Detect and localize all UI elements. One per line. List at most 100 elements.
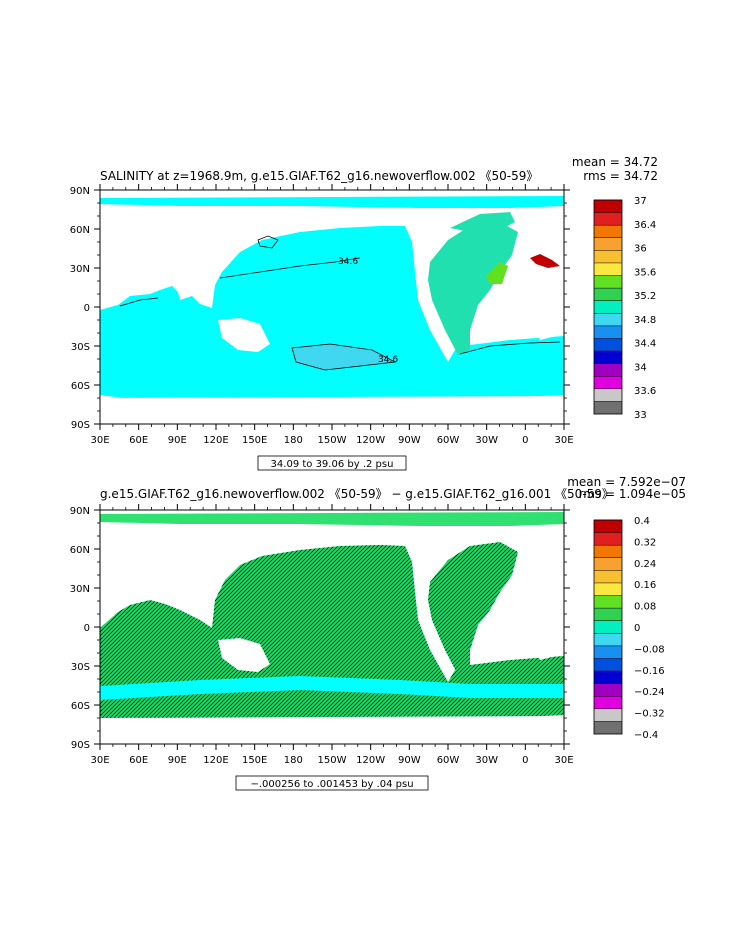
colorbar-swatch (594, 532, 622, 546)
panel2-x-axis: 30E 60E 90E 120E 150E 180 150W 120W 90W 60W 30W 0 30… (90, 504, 574, 766)
y-tick-label: 60S (71, 381, 90, 392)
x-tick-label: 180 (284, 755, 303, 766)
panel1-y-axis: 90N 60N 30N 0 30S 60S 90S (70, 186, 570, 431)
colorbar-swatch (594, 212, 622, 226)
panel1-land-africa (530, 296, 560, 340)
colorbar-label: 34.4 (634, 339, 656, 350)
panel1-title: SALINITY at z=1968.9m, g.e15.GIAF.T62_g1… (100, 169, 538, 183)
y-tick-label: 90S (71, 420, 90, 431)
panel1-contour-south (291, 343, 397, 371)
colorbar-swatch (594, 275, 622, 289)
colorbar-swatch (594, 225, 622, 239)
colorbar-swatch (594, 671, 622, 684)
panel-salinity: SALINITY at z=1968.9m, g.e15.GIAF.T62_g1… (70, 155, 658, 471)
colorbar-swatch (594, 595, 622, 609)
panel1-land-australia (218, 318, 270, 352)
colorbar-label: −0.32 (634, 709, 665, 720)
panel1-info-text: 34.09 to 39.06 by .2 psu (271, 459, 394, 470)
panel2-y-axis: 90N 60N 30N 0 30S 60S 90S (70, 506, 570, 751)
panel1-contour-label-1: 34.6 (338, 257, 358, 267)
panel1-contour-label-2: 34.6 (378, 355, 398, 365)
y-tick-label: 30S (71, 342, 90, 353)
colorbar-label: 37 (634, 196, 647, 207)
panel1-atlantic-north (450, 212, 515, 232)
panel2-land-australia (218, 638, 270, 672)
x-tick-label: 30W (475, 435, 498, 446)
colorbar-label: −0.08 (634, 644, 665, 655)
x-tick-label: 120E (203, 755, 228, 766)
colorbar-swatch (594, 696, 622, 710)
panel1-rms: rms = 34.72 (583, 169, 658, 183)
x-tick-label: 90E (168, 435, 187, 446)
colorbar-swatch (594, 288, 622, 302)
x-tick-label: 30E (554, 435, 573, 446)
colorbar-swatch (594, 300, 622, 314)
colorbar-label: 0.16 (634, 580, 656, 591)
x-tick-label: 0 (522, 435, 528, 446)
colorbar-label: 0.24 (634, 559, 656, 570)
colorbar-swatch (594, 237, 622, 251)
x-tick-label: 90E (168, 755, 187, 766)
colorbar-label: 34 (634, 362, 647, 373)
x-tick-label: 30E (90, 755, 109, 766)
panel1-ocean-arctic (100, 196, 564, 208)
x-tick-label: 30W (475, 755, 498, 766)
colorbar-swatch (594, 401, 622, 415)
panel1-mean: mean = 34.72 (572, 155, 658, 169)
colorbar-label: 0.32 (634, 537, 656, 548)
panel2-arctic (100, 512, 564, 526)
colorbar-swatch (594, 338, 622, 352)
panel1-contour-north (219, 257, 361, 279)
x-tick-label: 150E (242, 435, 267, 446)
panel1-tongue (292, 344, 395, 370)
colorbar-swatch (594, 325, 622, 339)
colorbar-swatch (594, 250, 622, 264)
x-tick-label: 90W (398, 435, 421, 446)
x-tick-label: 60E (129, 755, 148, 766)
colorbar-label: 0 (634, 623, 640, 634)
colorbar-swatch (594, 520, 622, 533)
panel1-contour-atl (459, 341, 561, 355)
panel1-x-axis: 30E 60E 90E 120E 150E 180 150W 120W 90W 60W 30W 0 30… (90, 184, 574, 446)
colorbar-swatch (594, 582, 622, 596)
colorbar-frame (593, 199, 623, 415)
colorbar-label: 33.6 (634, 386, 656, 397)
x-tick-label: 0 (522, 755, 528, 766)
y-tick-label: 30S (71, 662, 90, 673)
colorbar-swatch (594, 683, 622, 697)
x-tick-label: 120E (203, 435, 228, 446)
x-tick-label: 120W (356, 755, 385, 766)
colorbar-frame (593, 519, 623, 735)
panel2-colorbar: 0.4 0.32 0.24 0.16 0.08 0 −0.08 −0.16 −0.24 −0.32… (593, 516, 665, 741)
panel-difference: g.e15.GIAF.T62_g16.newoverflow.002 《50-5… (70, 475, 686, 791)
colorbar-swatch (594, 570, 622, 584)
colorbar-swatch (594, 645, 622, 659)
colorbar-swatch (594, 545, 622, 559)
y-tick-label: 90N (70, 506, 90, 517)
colorbar-swatch (594, 262, 622, 276)
panel1-field: 34.6 34.6 (100, 190, 564, 424)
colorbar-swatch (594, 557, 622, 571)
panel1-ocean-atlantic (428, 222, 518, 355)
colorbar-label: 0.4 (634, 516, 650, 527)
colorbar-swatch (594, 200, 622, 213)
colorbar-swatch (594, 388, 622, 402)
panel1-colorbar: 37 36.4 36 35.6 35.2 34.8 34.4 34 33.6 33 (593, 196, 656, 421)
x-tick-label: 30E (90, 435, 109, 446)
x-tick-label: 60W (437, 755, 460, 766)
x-tick-label: 60E (129, 435, 148, 446)
panel2-rms: rms = 1.094e−05 (579, 487, 686, 501)
panel2-field (100, 510, 564, 744)
x-tick-label: 30E (554, 755, 573, 766)
y-tick-label: 60N (70, 545, 90, 556)
colorbar-label: 34.8 (634, 315, 656, 326)
panel1-ocean-main (100, 226, 564, 405)
x-tick-label: 60W (437, 435, 460, 446)
y-tick-label: 60S (71, 701, 90, 712)
panel2-southern-hatch (100, 690, 564, 718)
colorbar-swatch (594, 351, 622, 364)
colorbar-swatch (594, 633, 622, 647)
x-tick-label: 150E (242, 755, 267, 766)
colorbar-label: −0.16 (634, 666, 665, 677)
